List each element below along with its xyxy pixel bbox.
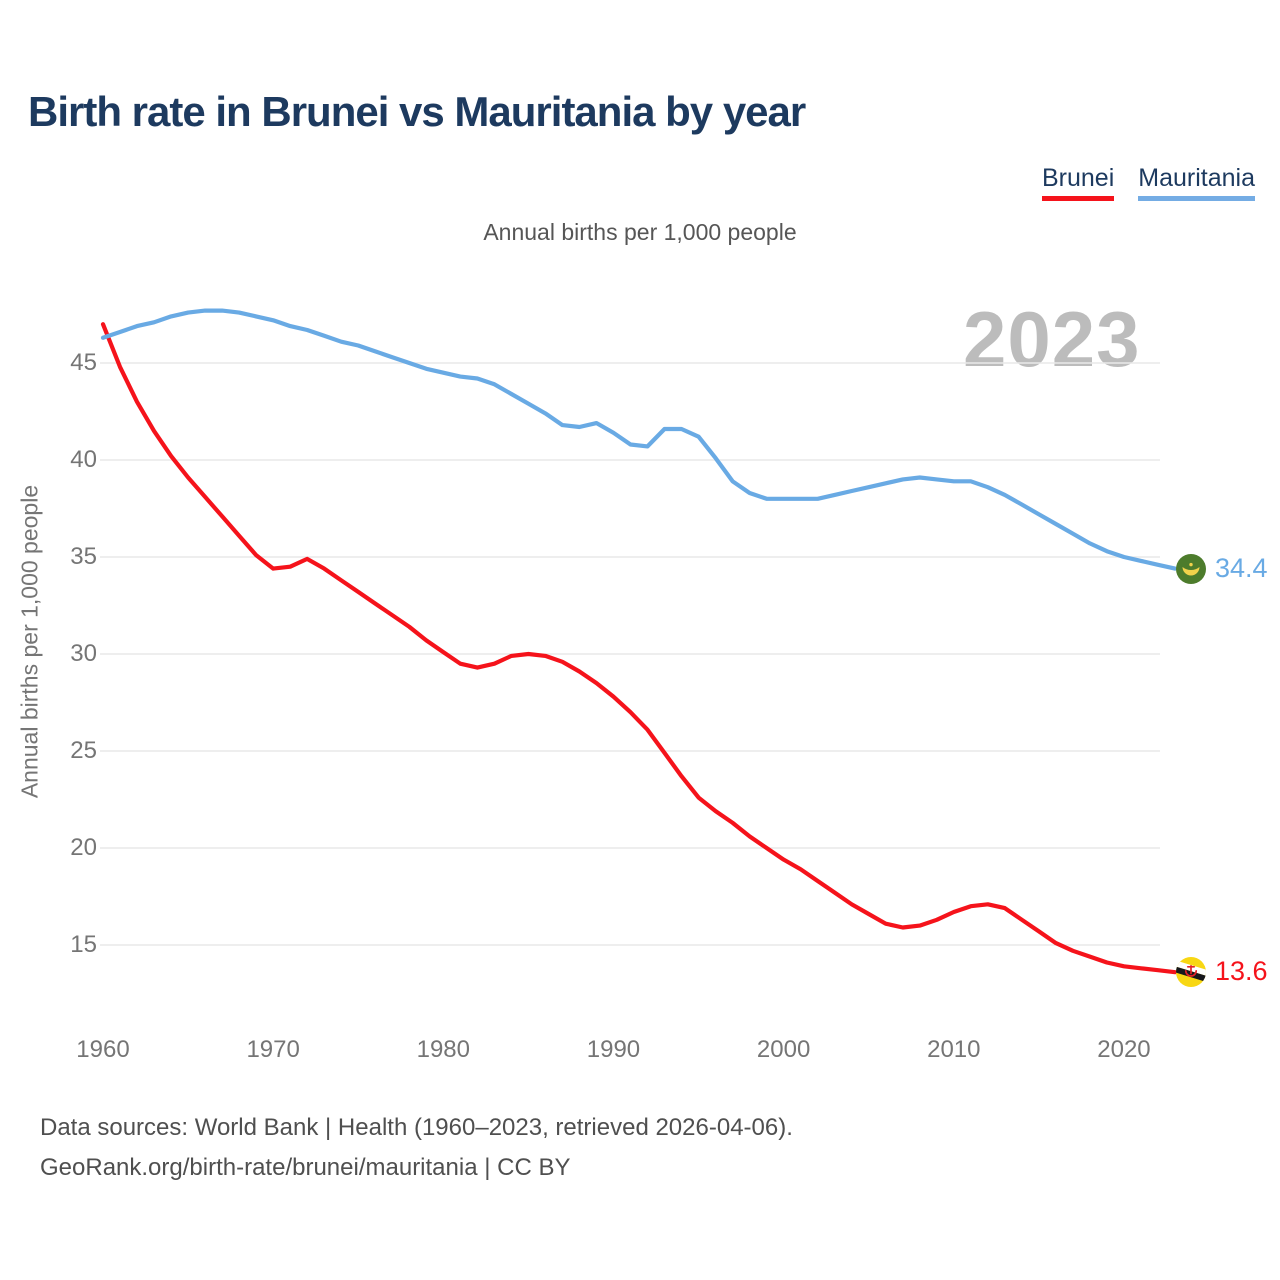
x-tick-label: 1970 (246, 1036, 300, 1063)
footer: Data sources: World Bank | Health (1960–… (40, 1108, 793, 1189)
y-tick-label: 30 (70, 640, 97, 667)
series-line-brunei[interactable] (100, 322, 1178, 975)
x-tick-label: 1960 (76, 1036, 130, 1063)
attribution-line: GeoRank.org/birth-rate/brunei/mauritania… (40, 1154, 571, 1182)
brunei-end-value: 13.6 (1215, 956, 1268, 987)
x-tick-label: 2000 (756, 1036, 811, 1063)
x-tick-label: 2010 (927, 1036, 981, 1063)
y-tick-label: 35 (70, 543, 97, 570)
legend-item-mauritania[interactable]: Mauritania (1138, 164, 1255, 201)
y-tick-label: 15 (70, 931, 97, 958)
data-sources-line: Data sources: World Bank | Health (1960–… (40, 1114, 793, 1141)
y-tick-label: 45 (70, 349, 97, 376)
legend-item-brunei[interactable]: Brunei (1042, 164, 1115, 201)
y-tick-label: 40 (70, 446, 97, 473)
brunei-flag-icon (1176, 957, 1206, 988)
y-tick-label: 20 (70, 834, 97, 861)
mauritania-end-value: 34.4 (1215, 552, 1268, 583)
year-watermark: 2023 (963, 295, 1141, 383)
page-title: Birth rate in Brunei vs Mauritania by ye… (28, 88, 806, 135)
series-line-mauritania[interactable] (100, 308, 1178, 571)
mauritania-flag-icon (1176, 553, 1206, 584)
chart-subtitle: Annual births per 1,000 people (483, 219, 797, 245)
legend: Brunei Mauritania (1042, 164, 1255, 201)
x-tick-label: 1990 (586, 1036, 641, 1063)
x-tick-label: 1980 (416, 1036, 470, 1063)
y-tick-label: 25 (70, 737, 97, 764)
x-tick-label: 2020 (1097, 1036, 1151, 1063)
